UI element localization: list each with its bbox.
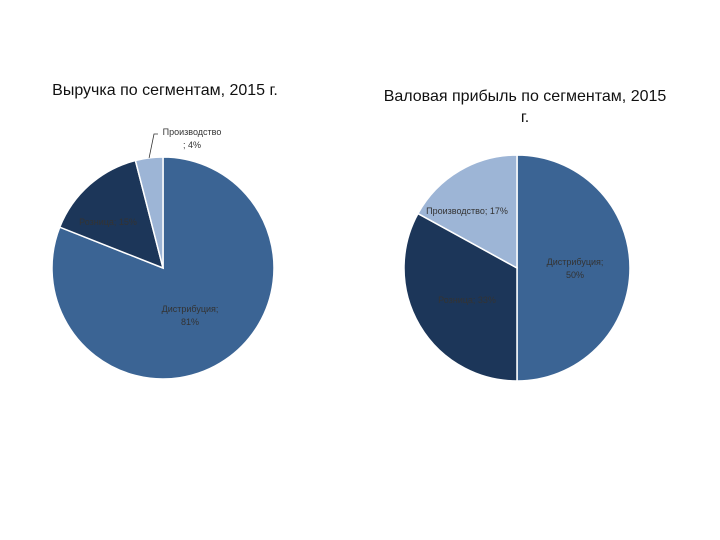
data-label-gross-profit-1: Розница; 33% (438, 295, 496, 305)
pie-slice-gross-profit-0 (516, 154, 631, 382)
data-label-gross-profit-0: Дистрибуция; 50% (547, 257, 604, 280)
data-label-gross-profit-2: Производство; 17% (426, 206, 508, 216)
pie-slice-gross-profit-2 (416, 154, 518, 270)
pie-slice-gross-profit-1 (403, 212, 518, 382)
chart-title-revenue: Выручка по сегментам, 2015 г. (52, 82, 278, 99)
data-label-revenue-1: Розница; 15% (79, 217, 137, 227)
leader-line-revenue (148, 133, 158, 158)
data-label-revenue-2: Производство; 4% (163, 127, 222, 150)
data-label-revenue-0: Дистрибуция; 81% (162, 304, 219, 327)
chart-title-gross-profit: Валовая прибыль по сегментам, 2015 г. (383, 88, 667, 126)
pie-slice-revenue-1 (58, 159, 165, 270)
